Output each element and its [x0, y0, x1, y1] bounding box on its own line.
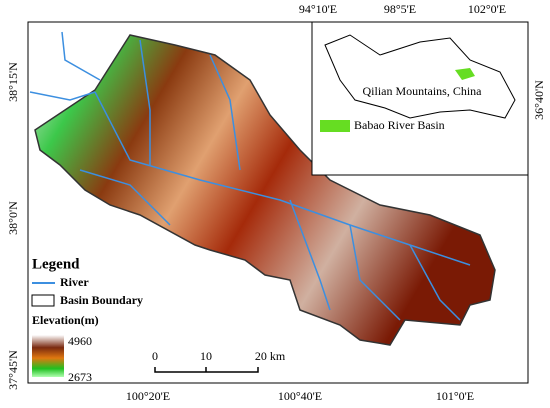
top-label: 98°5'E	[384, 2, 416, 16]
elevation-min: 2673	[68, 370, 92, 384]
scale-bar	[154, 367, 259, 373]
scale-label: 10	[200, 349, 212, 363]
top-label: 94°10'E	[299, 2, 337, 16]
legend-boundary-box	[31, 294, 55, 307]
legend-river: River	[60, 275, 89, 289]
inset-basin	[455, 68, 475, 80]
bottom-label: 100°20'E	[126, 389, 170, 403]
elevation-ramp	[32, 335, 64, 377]
bottom-label: 101°0'E	[436, 389, 474, 403]
legend-title: Legend	[32, 256, 80, 272]
legend-boundary: Basin Boundary	[60, 293, 143, 307]
scale-label: 20 km	[255, 349, 286, 363]
left-label: 37°45'N	[6, 350, 20, 390]
legend-elevation-title: Elevation(m)	[32, 313, 99, 327]
inset-legend-label: Babao River Basin	[354, 118, 445, 132]
left-label: 38°15'N	[6, 62, 20, 102]
left-label: 38°0'N	[6, 201, 20, 235]
scale-label: 0	[152, 349, 158, 363]
right-label: 36°40'N	[532, 80, 546, 120]
inset-outline	[324, 34, 516, 119]
bottom-label: 100°40'E	[278, 389, 322, 403]
top-label: 102°0'E	[468, 2, 506, 16]
inset-region-label: Qilian Mountains, China	[363, 84, 483, 98]
rivers	[29, 31, 471, 321]
inset-legend-swatch	[320, 120, 350, 132]
inset-frame	[311, 21, 529, 176]
elevation-max: 4960	[68, 334, 92, 348]
